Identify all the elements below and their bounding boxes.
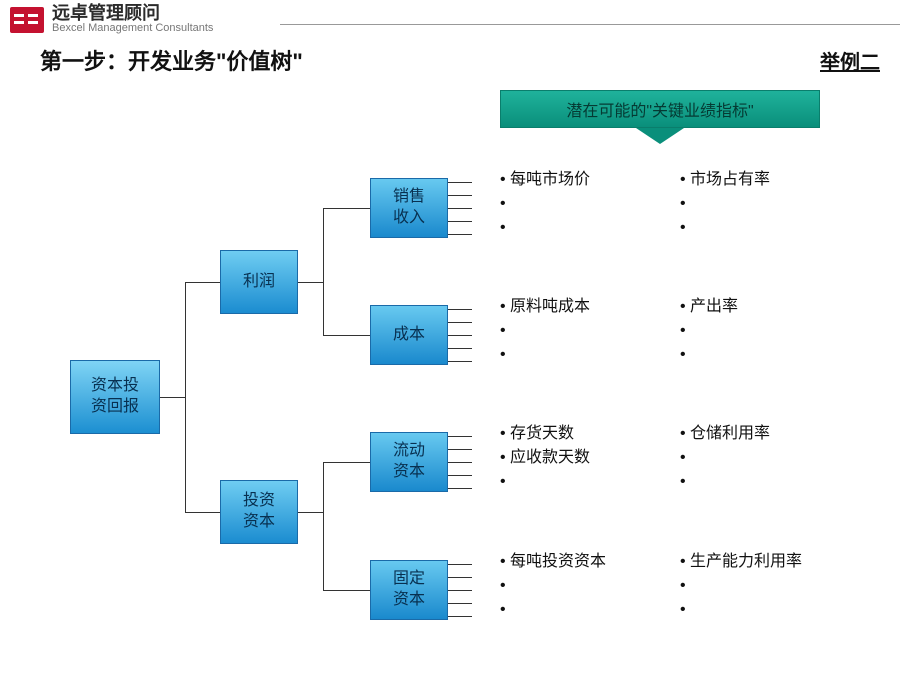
bullet-item: 存货天数 — [500, 422, 670, 446]
node-working: 流动 资本 — [370, 432, 448, 492]
chevron-down-icon — [636, 128, 684, 144]
bullets-sales-col2: 市场占有率 — [680, 168, 850, 240]
bullet-item — [500, 574, 670, 598]
brand-header: 远卓管理顾问 Bexcel Management Consultants — [0, 0, 920, 35]
bullet-item — [680, 319, 850, 343]
connector — [160, 397, 185, 398]
bullet-item — [500, 192, 670, 216]
bullet-item — [680, 574, 850, 598]
bullet-item: 产出率 — [680, 295, 850, 319]
connector — [323, 590, 370, 591]
example-tag: 举例二 — [820, 46, 880, 75]
bullet-item — [680, 192, 850, 216]
connector — [323, 335, 370, 336]
bullet-item: 应收款天数 — [500, 446, 670, 470]
bullet-item — [500, 343, 670, 367]
node-root: 资本投 资回报 — [70, 360, 160, 434]
bullet-item — [500, 216, 670, 240]
bullets-working-col2: 仓储利用率 — [680, 422, 850, 494]
connector — [185, 282, 186, 512]
bullet-item: 每吨市场价 — [500, 168, 670, 192]
brand-name-en: Bexcel Management Consultants — [52, 22, 213, 35]
bullets-cost-col1: 原料吨成本 — [500, 295, 670, 367]
comb-working — [448, 436, 478, 488]
node-fixed: 固定 资本 — [370, 560, 448, 620]
connector — [323, 208, 370, 209]
kpi-banner-label: 潜在可能的"关键业绩指标" — [501, 91, 819, 127]
bullet-item — [680, 446, 850, 470]
bullet-item: 每吨投资资本 — [500, 550, 670, 574]
page-title: 第一步：开发业务"价值树" — [40, 44, 303, 76]
bullet-item: 原料吨成本 — [500, 295, 670, 319]
connector — [323, 462, 324, 590]
comb-fixed — [448, 564, 478, 616]
comb-sales — [448, 182, 478, 234]
connector — [323, 208, 324, 335]
node-invest: 投资 资本 — [220, 480, 298, 544]
bullets-fixed-col1: 每吨投资资本 — [500, 550, 670, 622]
value-tree-canvas: 资本投 资回报利润投资 资本 销售 收入成本流动 资本固定 资本 每吨市场价 市场占… — [50, 160, 870, 670]
kpi-banner-box: 潜在可能的"关键业绩指标" — [500, 90, 820, 128]
connector — [185, 282, 220, 283]
bullets-working-col1: 存货天数应收款天数 — [500, 422, 670, 494]
bullet-item — [680, 343, 850, 367]
bullet-item — [500, 598, 670, 622]
bullet-item — [680, 598, 850, 622]
connector — [185, 512, 220, 513]
node-sales: 销售 收入 — [370, 178, 448, 238]
node-cost: 成本 — [370, 305, 448, 365]
bullet-item: 生产能力利用率 — [680, 550, 850, 574]
connector — [298, 512, 323, 513]
connector — [323, 462, 370, 463]
header-divider — [280, 24, 900, 25]
title-row: 第一步：开发业务"价值树" 举例二 — [40, 44, 880, 76]
brand-name-cn: 远卓管理顾问 — [52, 4, 213, 22]
kpi-banner: 潜在可能的"关键业绩指标" — [500, 90, 820, 144]
node-profit: 利润 — [220, 250, 298, 314]
bullet-item: 市场占有率 — [680, 168, 850, 192]
bullet-item — [680, 216, 850, 240]
bullet-item: 仓储利用率 — [680, 422, 850, 446]
bullet-item — [500, 319, 670, 343]
bullets-fixed-col2: 生产能力利用率 — [680, 550, 850, 622]
bullet-item — [500, 470, 670, 494]
brand-logo-icon — [10, 7, 44, 33]
brand-text: 远卓管理顾问 Bexcel Management Consultants — [52, 4, 213, 35]
comb-cost — [448, 309, 478, 361]
connector — [298, 282, 323, 283]
bullet-item — [680, 470, 850, 494]
bullets-sales-col1: 每吨市场价 — [500, 168, 670, 240]
bullets-cost-col2: 产出率 — [680, 295, 850, 367]
